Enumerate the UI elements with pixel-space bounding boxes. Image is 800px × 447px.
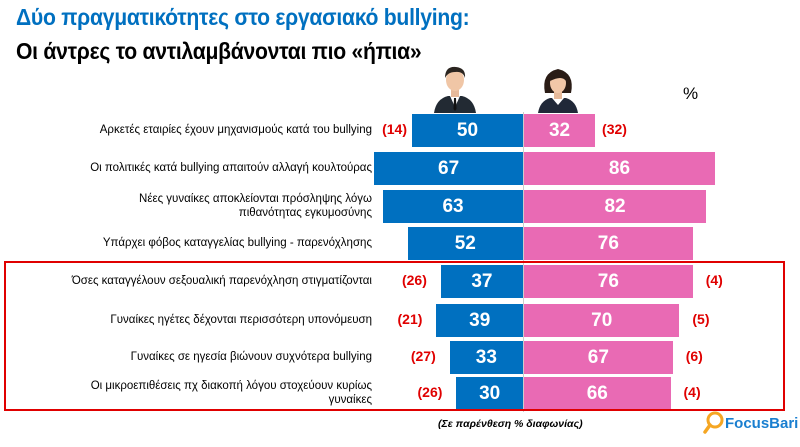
- magnifier-logo-icon: [703, 411, 724, 434]
- row-label: Νέες γυναίκες αποκλείονται πρόσληψης λόγ…: [139, 193, 372, 219]
- women-bar: 67: [524, 341, 673, 374]
- women-bar: 76: [524, 265, 693, 298]
- row-label: Γυναίκες σε ηγεσία βιώνουν συχνότερα bul…: [130, 351, 372, 363]
- women-disagree-label: (4): [683, 384, 701, 400]
- men-bar: 30: [456, 377, 523, 410]
- highlight-box: [4, 261, 785, 411]
- row-label: Οι πολιτικές κατά bullying απαιτούν αλλα…: [90, 162, 372, 174]
- title: Δύο πραγματικότητες στο εργασιακό bullyi…: [16, 4, 470, 30]
- women-disagree-label: (32): [602, 121, 627, 137]
- woman-avatar-icon: [538, 69, 578, 113]
- men-disagree-label: (21): [397, 311, 423, 327]
- women-bar: 76: [524, 227, 693, 260]
- men-bar: 52: [407, 227, 523, 260]
- row-label: Οι μικροεπιθέσεις πχ διακοπή λόγου στοχε…: [90, 380, 372, 406]
- women-bar: 70: [524, 304, 680, 337]
- men-bar: 33: [449, 341, 523, 374]
- men-bar: 39: [436, 304, 523, 337]
- men-disagree-label: (26): [417, 384, 443, 400]
- women-bar: 86: [524, 152, 715, 185]
- men-bar: 67: [374, 152, 523, 185]
- men-bar: 50: [412, 114, 523, 147]
- men-bar: 63: [383, 190, 523, 223]
- unit-label: %: [683, 84, 699, 103]
- men-disagree-label: (27): [410, 348, 436, 364]
- women-disagree-label: (6): [685, 348, 703, 364]
- row-label: Όσες καταγγέλουν σεξουαλική παρενόχληση …: [71, 275, 372, 287]
- focusbari-logo: FocusBari: [703, 411, 798, 435]
- men-disagree-label: (26): [401, 272, 427, 288]
- footnote: (Σε παρένθεση % διαφωνίας): [438, 418, 583, 430]
- women-bar: 66: [524, 377, 671, 410]
- women-disagree-label: (4): [705, 272, 723, 288]
- man-avatar-icon: [434, 66, 476, 113]
- women-bar: 32: [524, 114, 596, 147]
- men-bar: 37: [440, 265, 523, 298]
- subtitle: Οι άντρες το αντιλαμβάνονται πιο «ήπια»: [16, 38, 422, 64]
- logo-text: FocusBari: [725, 414, 799, 432]
- men-disagree-label: (14): [382, 121, 407, 137]
- row-label: Υπάρχει φόβος καταγγελίας bullying - παρ…: [102, 237, 372, 249]
- row-label: Αρκετές εταιρίες έχουν μηχανισμούς κατά …: [99, 124, 372, 136]
- row-label: Γυναίκες ηγέτες δέχονται περισσότερη υπο…: [110, 314, 372, 326]
- women-bar: 82: [524, 190, 707, 223]
- women-disagree-label: (5): [692, 311, 710, 327]
